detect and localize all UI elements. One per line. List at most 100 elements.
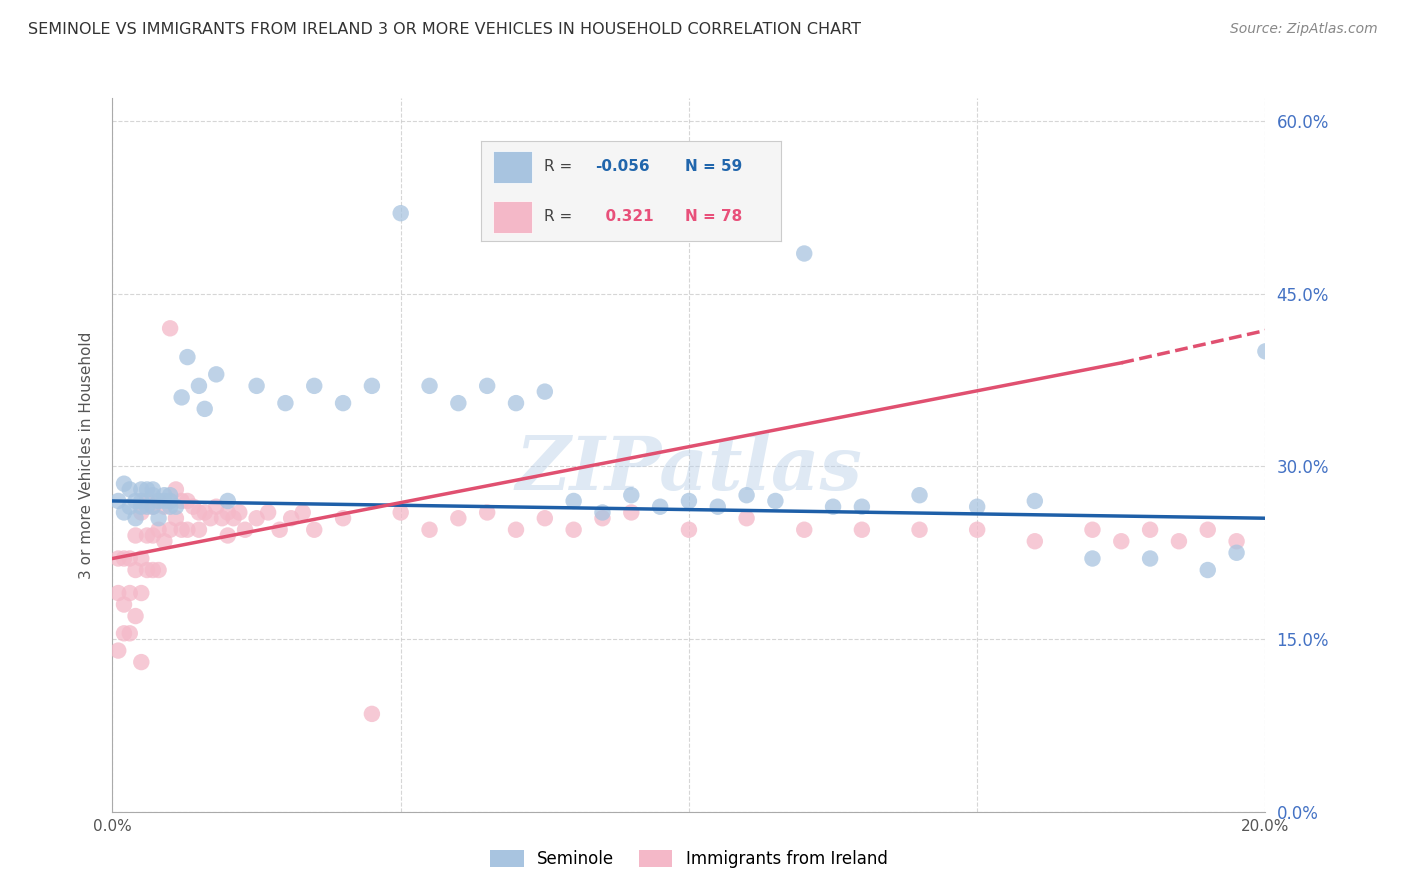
Point <box>475 506 498 520</box>
Point <box>505 396 527 410</box>
Point <box>170 494 193 508</box>
Point <box>112 551 135 566</box>
Point <box>304 523 326 537</box>
Point <box>142 500 165 514</box>
Point <box>222 511 245 525</box>
Text: ZIPatlas: ZIPatlas <box>516 433 862 506</box>
Point <box>142 488 165 502</box>
Y-axis label: 3 or more Vehicles in Household: 3 or more Vehicles in Household <box>79 331 94 579</box>
Point <box>304 379 326 393</box>
Point <box>419 379 441 393</box>
Point <box>107 586 129 600</box>
Point <box>257 506 280 520</box>
Point <box>233 523 256 537</box>
Point <box>159 494 181 508</box>
Point <box>245 511 267 525</box>
Text: -0.056: -0.056 <box>595 160 650 175</box>
Bar <box>494 151 533 183</box>
Point <box>129 494 153 508</box>
Point <box>1226 546 1249 560</box>
Text: R =: R = <box>544 160 578 175</box>
Point <box>165 500 187 514</box>
Point <box>389 206 412 220</box>
Point <box>562 523 585 537</box>
Bar <box>494 201 533 233</box>
Point <box>1024 494 1046 508</box>
Point <box>124 563 146 577</box>
Point <box>332 396 354 410</box>
Point <box>793 246 815 260</box>
Point <box>170 523 193 537</box>
Point <box>1139 523 1161 537</box>
Point <box>533 511 555 525</box>
Point <box>648 500 672 514</box>
Point <box>188 523 211 537</box>
Point <box>118 586 141 600</box>
Point <box>360 706 382 721</box>
Point <box>269 523 291 537</box>
Point <box>735 511 758 525</box>
Text: 0.321: 0.321 <box>595 210 654 225</box>
Point <box>142 563 165 577</box>
Point <box>136 483 159 497</box>
Point <box>592 511 614 525</box>
Point <box>124 528 146 542</box>
Text: Source: ZipAtlas.com: Source: ZipAtlas.com <box>1230 22 1378 37</box>
Text: N = 78: N = 78 <box>685 210 742 225</box>
Point <box>1139 551 1161 566</box>
Point <box>165 483 187 497</box>
Point <box>112 506 135 520</box>
Point <box>181 500 204 514</box>
Point <box>159 494 181 508</box>
Point <box>176 523 198 537</box>
Point <box>280 511 302 525</box>
Point <box>562 494 585 508</box>
Legend: Seminole, Immigrants from Ireland: Seminole, Immigrants from Ireland <box>484 843 894 875</box>
Point <box>1167 534 1189 549</box>
Point <box>205 500 228 514</box>
Point <box>194 506 217 520</box>
Point <box>142 500 165 514</box>
Point <box>118 500 141 514</box>
Point <box>735 488 758 502</box>
Point <box>505 523 527 537</box>
Point <box>148 494 170 508</box>
Point <box>153 500 176 514</box>
Point <box>966 500 988 514</box>
Point <box>533 384 555 399</box>
Point <box>124 609 146 624</box>
Point <box>148 563 170 577</box>
Point <box>136 563 159 577</box>
Point <box>159 321 181 335</box>
Point <box>291 506 314 520</box>
Point <box>129 655 153 669</box>
Point <box>793 523 815 537</box>
Point <box>389 506 412 520</box>
Point <box>153 488 176 502</box>
Point <box>620 488 643 502</box>
Point <box>107 494 129 508</box>
Text: R =: R = <box>544 210 578 225</box>
Point <box>148 523 170 537</box>
Point <box>217 506 239 520</box>
Point <box>851 523 873 537</box>
Point <box>620 506 643 520</box>
Point <box>136 528 159 542</box>
Point <box>153 534 176 549</box>
Point <box>360 379 382 393</box>
Point <box>274 396 297 410</box>
Point <box>475 379 498 393</box>
Point <box>592 506 614 520</box>
Point <box>678 523 700 537</box>
Point <box>107 551 129 566</box>
Point <box>118 551 141 566</box>
Point <box>228 506 250 520</box>
Point <box>129 586 153 600</box>
Point <box>188 379 211 393</box>
Point <box>205 368 228 382</box>
Text: SEMINOLE VS IMMIGRANTS FROM IRELAND 3 OR MORE VEHICLES IN HOUSEHOLD CORRELATION : SEMINOLE VS IMMIGRANTS FROM IRELAND 3 OR… <box>28 22 860 37</box>
Point <box>153 494 176 508</box>
Point <box>419 523 441 537</box>
Point <box>124 494 146 508</box>
Point <box>159 523 181 537</box>
